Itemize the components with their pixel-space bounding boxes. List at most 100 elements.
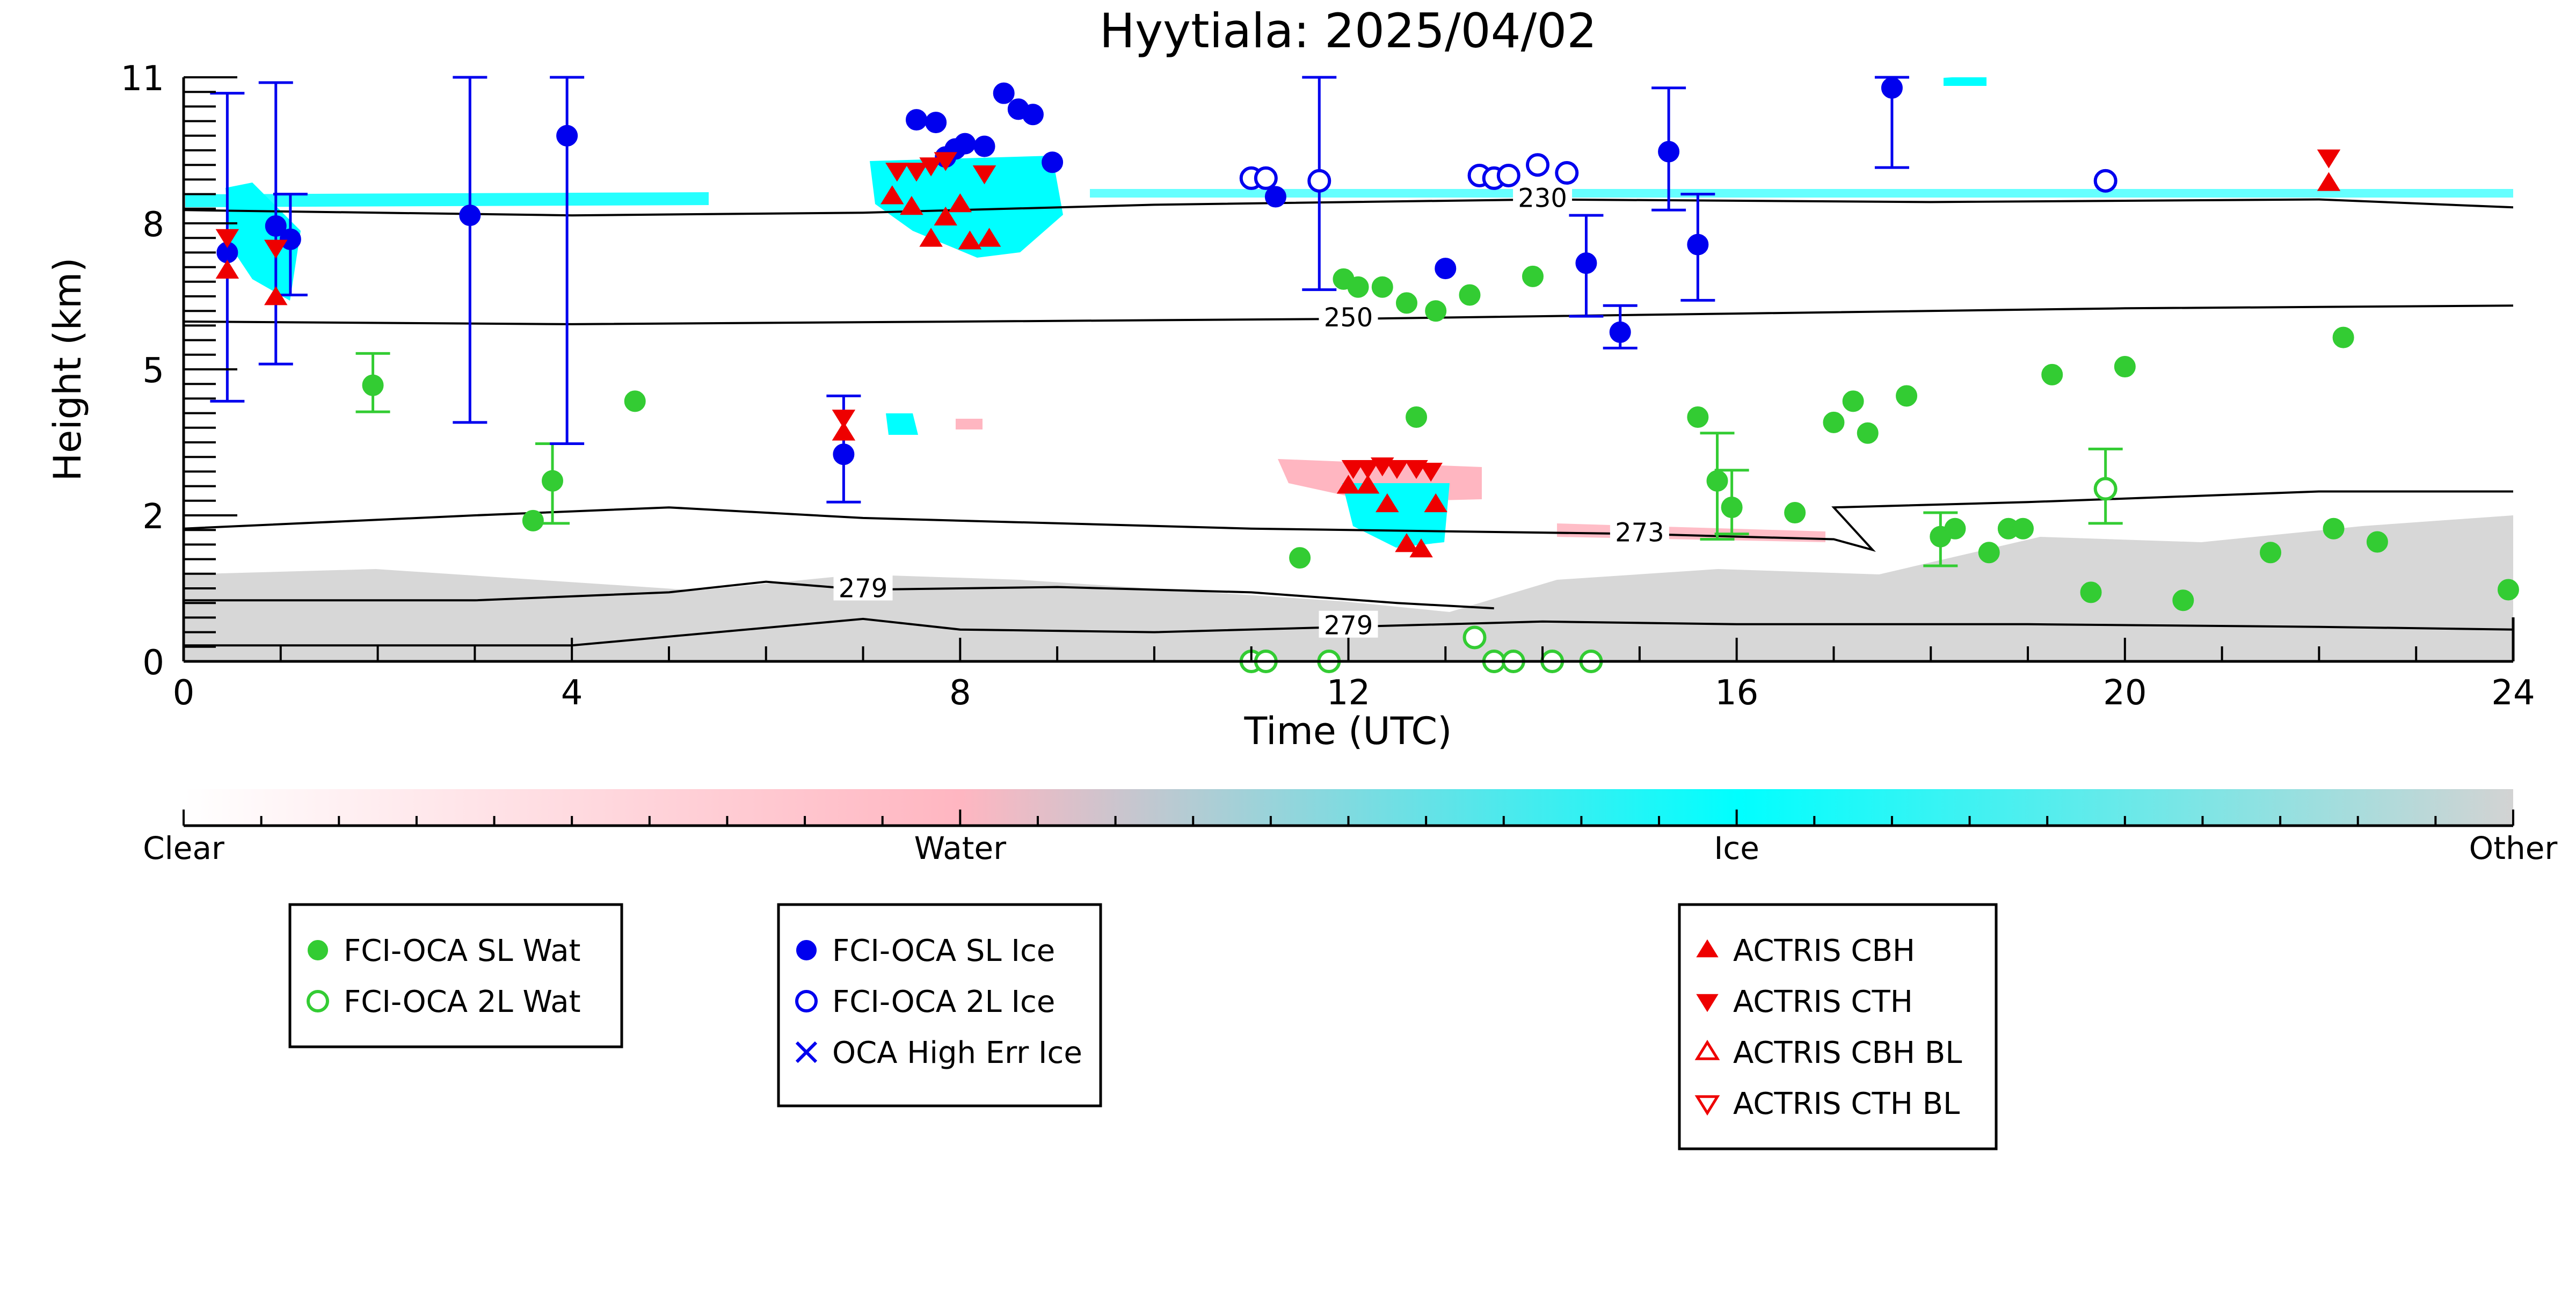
point-actris-cbh xyxy=(881,185,904,205)
point-fci-oca-sl-ice xyxy=(993,82,1015,104)
point-actris-cbh xyxy=(264,286,288,305)
legend-marker-actris-cbh xyxy=(1696,939,1719,958)
legend-marker-actris-cth-bl xyxy=(1694,1095,1720,1116)
legend-entry-actris-cth-bl: ACTRIS CTH BL xyxy=(1733,1087,1960,1121)
point-fci-oca-sl-wat xyxy=(1823,411,1845,433)
chart-title: Hyytiala: 2025/04/02 xyxy=(1100,3,1597,59)
curtain-background xyxy=(184,77,2513,661)
ice-layer-right xyxy=(1090,189,2513,198)
point-fci-oca-sl-wat xyxy=(1459,284,1481,306)
point-fci-oca-sl-ice xyxy=(954,133,976,155)
point-actris-cbh xyxy=(215,259,239,279)
point-actris-cbh xyxy=(832,421,856,441)
y-tick-label: 8 xyxy=(142,205,164,245)
point-actris-cth xyxy=(1356,460,1380,479)
legend-entry-actris-cth: ACTRIS CTH xyxy=(1733,985,1913,1019)
contour-label: 273 xyxy=(1615,518,1664,548)
contour-label: 230 xyxy=(1518,183,1567,213)
point-actris-cbh xyxy=(948,193,972,213)
point-fci-oca-sl-ice xyxy=(833,443,855,465)
contour-label-bg xyxy=(1610,518,1669,545)
point-fci-oca-sl-ice xyxy=(279,228,301,250)
point-fci-oca-sl-wat xyxy=(2012,518,2034,540)
contour-label: 279 xyxy=(839,573,888,603)
point-fci-oca-sl-wat xyxy=(2172,589,2194,611)
point-fci-oca-sl-wat xyxy=(1289,547,1311,569)
legend-entry-actris-cbh-bl: ACTRIS CBH BL xyxy=(1733,1036,1962,1070)
contour-label-bg xyxy=(1513,183,1573,210)
point-fci-oca-sl-wat xyxy=(624,390,646,412)
y-tick-layer: 0 2 5 8 11 xyxy=(121,59,237,683)
x-tick-label: 8 xyxy=(949,673,971,713)
point-actris-cth xyxy=(885,163,909,182)
x-axis-label: Time (UTC) xyxy=(1244,709,1452,753)
legend-marker-fci-oca-2l-ice xyxy=(795,990,818,1012)
point-actris-cth xyxy=(1385,460,1409,479)
point-fci-oca-sl-wat xyxy=(542,470,564,492)
x-tick-label: 24 xyxy=(2491,673,2535,713)
point-fci-oca-sl-wat xyxy=(1784,502,1806,524)
point-actris-cth xyxy=(215,229,239,249)
contour-label-bg xyxy=(833,573,893,601)
point-fci-oca-sl-wat xyxy=(2323,518,2345,540)
point-fci-oca-sl-wat xyxy=(2114,356,2136,378)
point-actris-cbh xyxy=(1336,475,1360,494)
point-actris-cth xyxy=(972,165,996,185)
legend-entry-fci-oca-2l-wat: FCI-OCA 2L Wat xyxy=(344,985,581,1019)
point-actris-cth xyxy=(1419,463,1443,482)
point-fci-oca-sl-ice xyxy=(1658,141,1680,163)
marker-layer xyxy=(215,77,2519,673)
colorbar: Clear Water Ice Other xyxy=(143,789,2557,866)
point-actris-cbh xyxy=(2317,172,2341,191)
point-fci-oca-sl-ice xyxy=(1881,77,1903,99)
point-fci-oca-2l-ice xyxy=(2093,169,2117,193)
point-fci-oca-sl-wat xyxy=(1406,406,1428,428)
x-tick-label: 12 xyxy=(1327,673,1370,713)
ice-patch-top xyxy=(1944,77,1986,86)
point-fci-oca-sl-ice xyxy=(459,205,481,227)
x-tick-label: 4 xyxy=(561,673,583,713)
point-fci-oca-sl-wat xyxy=(1687,406,1709,428)
point-fci-oca-sl-wat xyxy=(522,509,544,531)
y-tick-label: 5 xyxy=(142,351,164,391)
legend-marker-fci-oca-sl-wat xyxy=(308,940,328,960)
legend-entry-fci-oca-sl-wat: FCI-OCA SL Wat xyxy=(344,934,581,968)
legend-entry-actris-cbh: ACTRIS CBH xyxy=(1733,934,1915,968)
point-fci-oca-sl-wat xyxy=(2332,326,2354,348)
point-fci-oca-sl-wat xyxy=(1944,518,1966,540)
contour-label-layer: 230 250 273 279 279 xyxy=(833,183,1669,641)
point-actris-cbh xyxy=(1376,493,1399,513)
point-actris-cth xyxy=(919,157,943,177)
point-fci-oca-sl-wat xyxy=(1395,292,1417,314)
colorbar-labels: Clear Water Ice Other xyxy=(143,830,2557,866)
point-fci-oca-sl-wat xyxy=(1857,422,1879,444)
colorbar-label-other: Other xyxy=(2469,830,2558,866)
point-fci-oca-sl-wat xyxy=(1371,276,1393,298)
point-actris-cth xyxy=(1341,460,1365,479)
point-fci-oca-sl-ice xyxy=(1687,234,1709,256)
point-actris-cbh xyxy=(1395,533,1418,552)
point-fci-oca-sl-wat xyxy=(1425,300,1447,322)
point-fci-oca-sl-wat xyxy=(362,374,384,396)
point-actris-cbh xyxy=(1409,538,1433,558)
point-fci-oca-sl-wat xyxy=(2080,581,2102,603)
point-fci-oca-2l-ice xyxy=(1555,161,1579,185)
legend-entry-fci-oca-2l-ice: FCI-OCA 2L Ice xyxy=(832,985,1055,1019)
point-fci-oca-2l-wat xyxy=(2093,477,2117,501)
x-tick-label: 16 xyxy=(1715,673,1758,713)
contour-label-bg xyxy=(1319,610,1378,638)
legend-marker-fci-oca-2l-wat xyxy=(307,990,329,1012)
point-actris-cbh xyxy=(934,206,957,226)
point-fci-oca-2l-ice xyxy=(1254,166,1278,190)
legend-entry-oca-high-err-ice: OCA High Err Ice xyxy=(832,1036,1082,1070)
point-actris-cbh xyxy=(1356,475,1380,494)
point-actris-cbh xyxy=(1424,493,1447,513)
point-actris-cbh xyxy=(977,228,1001,247)
x-tick-label: 0 xyxy=(173,673,195,713)
y-axis-label: Height (km) xyxy=(46,258,90,482)
y-tick-label: 0 xyxy=(142,643,164,683)
point-actris-cth xyxy=(905,163,928,182)
errorbar-layer xyxy=(210,76,2123,567)
ice-layer-high xyxy=(185,192,709,207)
point-fci-oca-2l-wat xyxy=(1462,625,1487,650)
